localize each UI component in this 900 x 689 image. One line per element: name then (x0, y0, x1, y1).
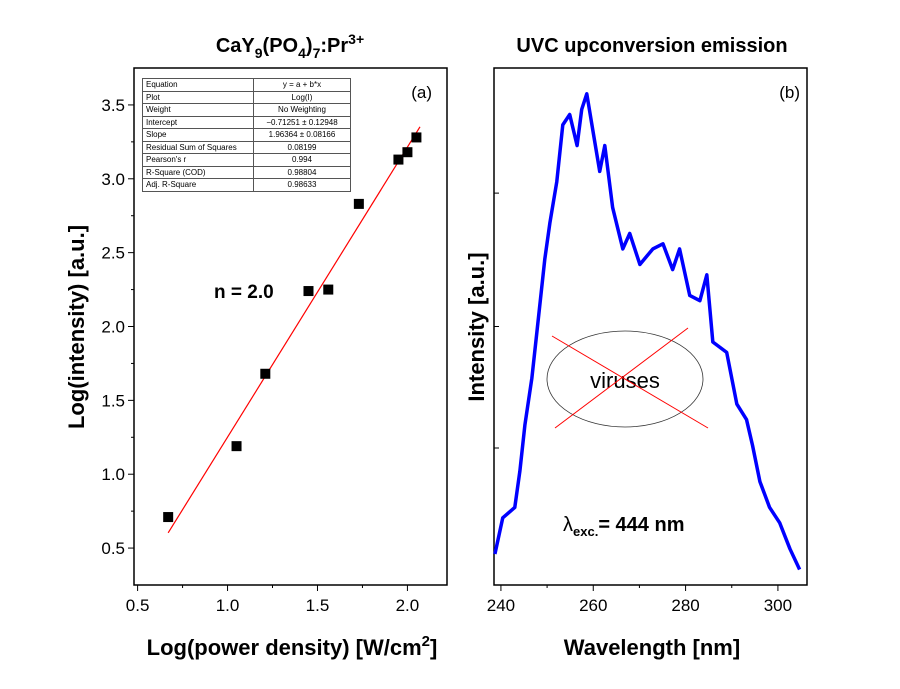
data-point (393, 154, 404, 165)
data-point (260, 368, 271, 379)
y-tick-label: 1.0 (101, 465, 125, 484)
fit-table-value: −0.71251 ± 0.12948 (253, 115, 351, 129)
data-point (163, 512, 174, 523)
fit-table-key: Plot (142, 90, 254, 104)
fit-table-row: Adj. R-Square 0.98633 (142, 178, 351, 192)
panel-b-ylabel: Intensity [a.u.] (464, 252, 489, 401)
fit-table-value: Log(I) (253, 90, 351, 104)
x-tick-label: 240 (487, 596, 515, 615)
data-point (323, 284, 334, 295)
fit-table-row: Pearson's r 0.994 (142, 153, 351, 167)
fit-table-row: R-Square (COD) 0.98804 (142, 165, 351, 179)
fit-table-value: 0.994 (253, 153, 351, 167)
viruses-text: viruses (590, 368, 660, 393)
fit-table-key: Adj. R-Square (142, 178, 254, 192)
x-tick-label: 0.5 (126, 596, 150, 615)
fit-table-row: Residual Sum of Squares 0.08199 (142, 140, 351, 154)
panel-a-points (163, 132, 422, 523)
y-tick-label: 3.5 (101, 96, 125, 115)
y-tick-label: 2.5 (101, 244, 125, 263)
slope-annotation: n = 2.0 (214, 282, 274, 303)
emission-spectrum-line (493, 92, 802, 571)
y-tick-label: 2.0 (101, 318, 125, 337)
x-tick-label: 1.5 (306, 596, 330, 615)
data-point (402, 147, 413, 158)
data-point (411, 132, 422, 143)
x-tick-label: 1.0 (216, 596, 240, 615)
panel-a-label: (a) (411, 83, 432, 102)
fit-table-value: y = a + b*x (253, 78, 351, 92)
panel-b-label: (b) (779, 83, 800, 102)
x-tick-label: 2.0 (396, 596, 420, 615)
fit-table-key: Slope (142, 128, 254, 142)
fit-table-row: Slope 1.96364 ± 0.08166 (142, 128, 351, 142)
fit-table-value: 0.98633 (253, 178, 351, 192)
panel-a-axes: 0.5 1.0 1.5 2.0 0.5 1.0 1.5 2.0 2.5 3.0 3.5 (101, 96, 419, 615)
panel-a-ylabel: Log(intensity) [a.u.] (64, 225, 89, 429)
fit-table-key: Intercept (142, 115, 254, 129)
fit-table-row: Equation y = a + b*x (142, 78, 351, 92)
panel-b-xlabel: Wavelength [nm] (564, 635, 740, 660)
y-tick-label: 0.5 (101, 539, 125, 558)
panel-b-title: UVC upconversion emission (516, 35, 787, 57)
cross-line-2 (554, 327, 689, 429)
fit-table-row: Plot Log(I) (142, 90, 351, 104)
fit-table-key: R-Square (COD) (142, 165, 254, 179)
fit-table-key: Equation (142, 78, 254, 92)
fit-line (167, 126, 421, 534)
panel-a-xlabel: Log(power density) [W/cm2] (147, 633, 438, 660)
panel-b-frame (493, 67, 808, 586)
data-point (303, 286, 314, 297)
y-tick-label: 1.5 (101, 391, 125, 410)
virus-ellipse (546, 330, 704, 428)
panel-b-axes: 240 260 280 300 (487, 192, 792, 615)
y-tick-label: 3.0 (101, 170, 125, 189)
data-point (231, 441, 242, 452)
x-tick-label: 260 (579, 596, 607, 615)
fit-table-value: 0.08199 (253, 140, 351, 154)
fit-table-key: Pearson's r (142, 153, 254, 167)
excitation-annotation: λexc.= 444 nm (563, 514, 684, 539)
fit-table-value: 0.98804 (253, 165, 351, 179)
fit-results-table: Equation y = a + b*x Plot Log(I) Weight No We… (142, 78, 351, 192)
panel-a-title: CaY9(PO4)7:Pr3+ (216, 31, 364, 61)
fit-table-value: 1.96364 ± 0.08166 (253, 128, 351, 142)
fit-table-row: Weight No Weighting (142, 103, 351, 117)
x-tick-label: 280 (671, 596, 699, 615)
fit-table-key: Weight (142, 103, 254, 117)
fit-table-key: Residual Sum of Squares (142, 140, 254, 154)
x-tick-label: 300 (764, 596, 792, 615)
fit-table-value: No Weighting (253, 103, 351, 117)
fit-table-row: Intercept −0.71251 ± 0.12948 (142, 115, 351, 129)
data-point (353, 198, 364, 209)
cross-line-1 (551, 335, 709, 429)
